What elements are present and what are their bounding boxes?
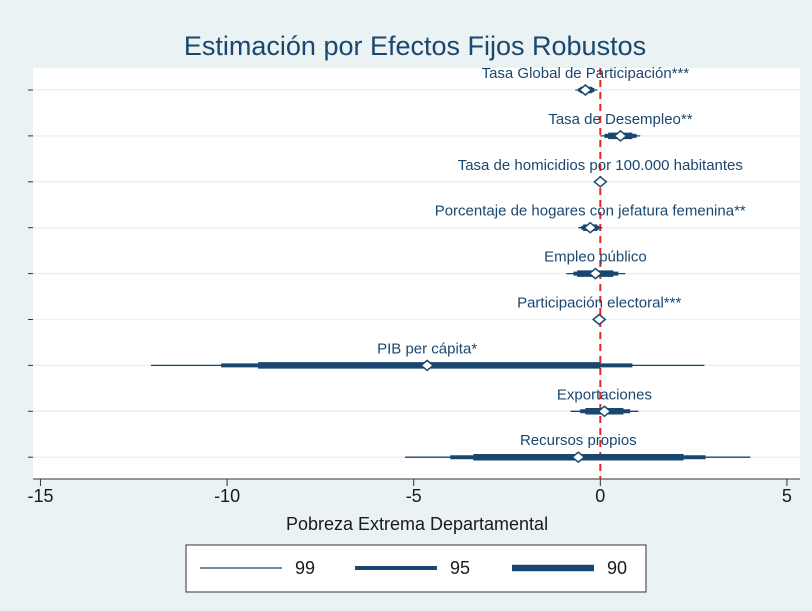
x-axis-label: Pobreza Extrema Departamental (286, 514, 548, 534)
point-estimate (583, 221, 598, 234)
legend-label: 90 (607, 558, 627, 578)
x-tick-label: -5 (406, 486, 422, 506)
coefficient-label: PIB per cápita* (377, 340, 477, 357)
coefficient-label: Recursos propios (520, 432, 637, 449)
coefficient-label: Participación electoral*** (517, 294, 681, 311)
point-estimate (613, 129, 628, 142)
chart-title: Estimación por Efectos Fijos Robustos (184, 31, 646, 61)
point-estimate (419, 359, 435, 372)
coefficient-label: Exportaciones (557, 386, 652, 403)
point-estimate (571, 451, 586, 464)
point-estimate (592, 313, 607, 326)
legend-label: 99 (295, 558, 315, 578)
coefficient-label: Tasa de homicidios por 100.000 habitante… (458, 157, 743, 174)
x-tick-label: 5 (782, 486, 792, 506)
coefficient-label: Porcentaje de hogares con jefatura femen… (435, 203, 746, 220)
coefficient-label: Tasa Global de Participación*** (482, 65, 690, 82)
point-estimate (578, 84, 593, 96)
x-tick-label: -10 (214, 486, 240, 506)
point-estimate (597, 405, 612, 418)
x-tick-label: -15 (27, 486, 53, 506)
legend-label: 95 (450, 558, 470, 578)
coefficient-label: Empleo público (544, 249, 647, 266)
coefficient-label: Tasa de Desempleo** (548, 111, 692, 128)
point-estimate (593, 175, 608, 188)
x-tick-label: 0 (595, 486, 605, 506)
point-estimate (588, 267, 603, 280)
